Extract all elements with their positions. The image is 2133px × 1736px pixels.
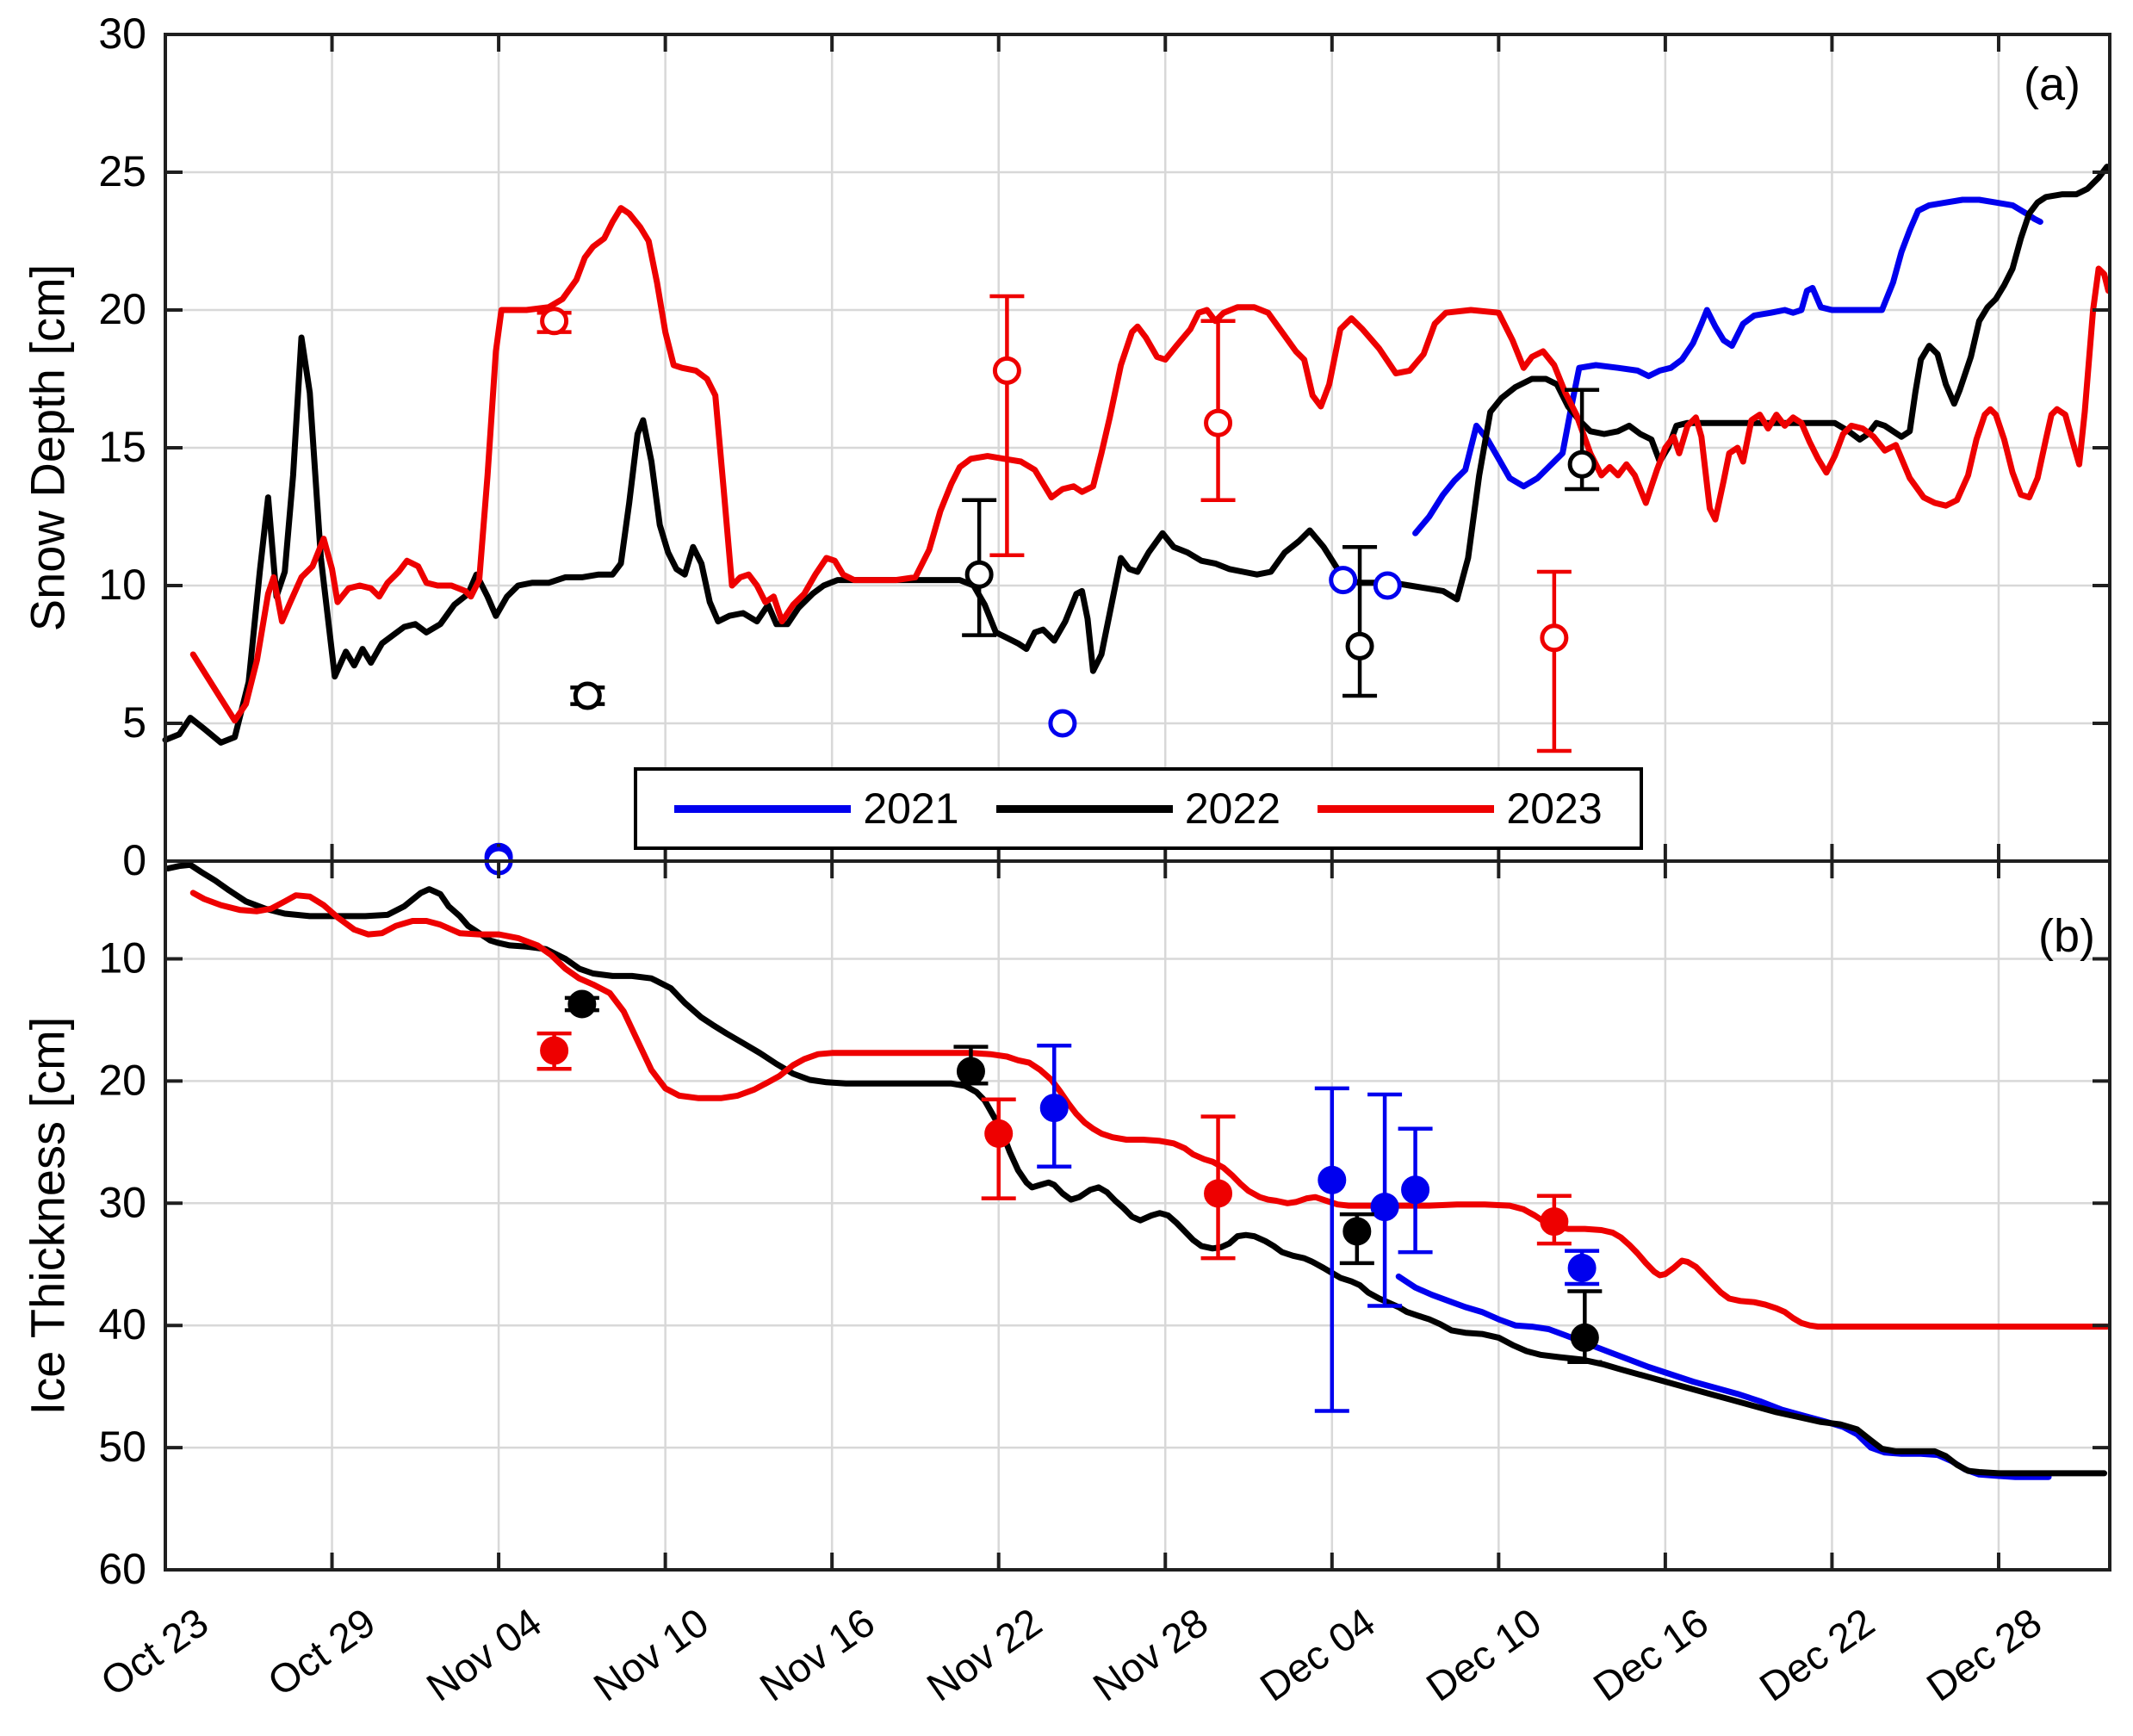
y-tick-label: 30 (98, 9, 146, 58)
y-tick-label: 50 (98, 1423, 146, 1471)
open-marker-2022-panel-a (964, 560, 994, 589)
y-tick-label: 15 (98, 423, 146, 471)
filled-marker-2021-panel-b (1401, 1175, 1430, 1205)
y-tick-label: 60 (98, 1545, 146, 1593)
legend-label-2021: 2021 (863, 784, 959, 833)
y-tick-label: 40 (98, 1300, 146, 1348)
open-marker-2023-panel-a (1540, 623, 1569, 653)
series-2021-panel-a (1412, 196, 2043, 536)
series-2022-panel-b (164, 861, 2108, 1477)
filled-marker-2022-panel-b (1342, 1217, 1372, 1246)
panel-b-letter: (b) (2038, 910, 2095, 962)
legend-line-2022 (995, 804, 1173, 813)
open-marker-2023-panel-a (992, 356, 1021, 385)
series-2023-panel-b (189, 890, 2111, 1330)
series-2023-panel-a (189, 205, 2111, 724)
filled-marker-2023-panel-b (984, 1119, 1014, 1148)
legend-entry-2022: 2022 (995, 784, 1281, 834)
open-marker-2022-panel-a (1567, 450, 1597, 479)
filled-marker-2023-panel-b (540, 1036, 569, 1065)
y-tick-label: 20 (98, 285, 146, 333)
panel-a-letter: (a) (2024, 59, 2080, 110)
filled-marker-2022-panel-b (1570, 1323, 1599, 1352)
y-tick-label: 0 (122, 836, 146, 884)
filled-marker-2023-panel-b (1540, 1207, 1569, 1237)
y-tick-label: 30 (98, 1178, 146, 1226)
filled-marker-2021-panel-b (1567, 1254, 1597, 1283)
open-marker-2021-panel-a (1048, 709, 1077, 738)
filled-marker-2022-panel-b (567, 989, 597, 1019)
y-tick-label: 10 (98, 934, 146, 983)
panel-b-y-axis-title: Ice Thickness [cm] (20, 1016, 75, 1416)
y-tick-label: 20 (98, 1056, 146, 1104)
legend-entry-2021: 2021 (674, 784, 959, 834)
filled-marker-2023-panel-b (1204, 1179, 1233, 1208)
legend-line-2023 (1318, 804, 1495, 813)
panel-a-y-axis-title: Snow Depth [cm] (20, 264, 75, 632)
open-marker-2023-panel-a (540, 307, 569, 336)
filled-marker-2021-panel-b (1318, 1165, 1347, 1194)
y-tick-label: 5 (122, 698, 146, 747)
filled-marker-2022-panel-b (956, 1057, 985, 1086)
filled-marker-2021-panel-b (1370, 1193, 1399, 1222)
legend-label-2022: 2022 (1184, 784, 1281, 833)
legend: 2021 2022 2023 (634, 767, 1643, 850)
legend-line-2021 (674, 804, 852, 813)
open-marker-2021-panel-a (1329, 566, 1358, 595)
open-marker-2023-panel-a (1204, 408, 1233, 437)
legend-entry-2023: 2023 (1318, 784, 1603, 834)
y-tick-label: 25 (98, 147, 146, 195)
panel-b-border (164, 859, 2111, 1572)
open-marker-2022-panel-a (1345, 631, 1374, 660)
panel-b-background (165, 861, 2110, 1570)
filled-marker-2021-panel-b (1039, 1094, 1069, 1123)
open-marker-2022-panel-a (573, 681, 602, 710)
legend-label-2023: 2023 (1506, 784, 1603, 833)
y-tick-label: 10 (98, 561, 146, 609)
open-marker-2021-panel-a (1373, 571, 1402, 600)
